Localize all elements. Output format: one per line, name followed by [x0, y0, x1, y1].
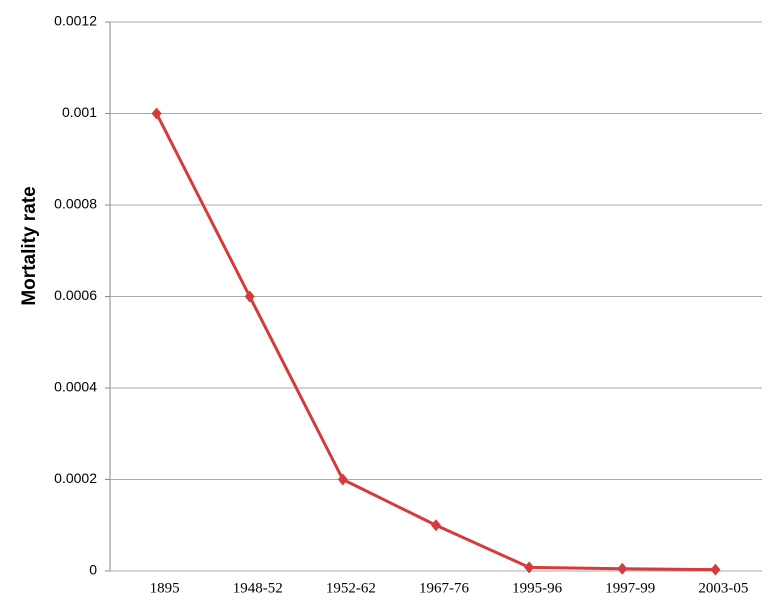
- x-tick-label: 1952-62: [326, 580, 376, 596]
- marker: [431, 519, 441, 532]
- marker: [337, 473, 348, 486]
- marker: [524, 561, 535, 574]
- marker: [617, 562, 628, 575]
- x-tick-label: 1895: [150, 580, 180, 596]
- y-axis-label: Mortality rate: [19, 186, 40, 305]
- x-tick-label: 1948-52: [233, 580, 283, 596]
- y-tick-label: 0.0012: [54, 13, 97, 29]
- marker: [244, 290, 255, 303]
- y-tick-label: 0.0004: [54, 379, 97, 395]
- marker: [710, 563, 721, 576]
- y-tick-label: 0.0008: [54, 196, 97, 212]
- y-tick-label: 0.0002: [54, 470, 97, 486]
- marker: [151, 107, 162, 120]
- x-tick-label: 1997-99: [605, 580, 655, 596]
- line: [155, 112, 716, 572]
- x-tick-label: 1995-96: [512, 580, 562, 596]
- y-tick-label: 0: [89, 562, 97, 578]
- x-tick-label: 1967-76: [419, 580, 469, 596]
- x-tick-label: 2003-05: [698, 580, 748, 596]
- y-tick-label: 0.001: [62, 104, 97, 120]
- y-tick-label: 0.0006: [54, 287, 97, 303]
